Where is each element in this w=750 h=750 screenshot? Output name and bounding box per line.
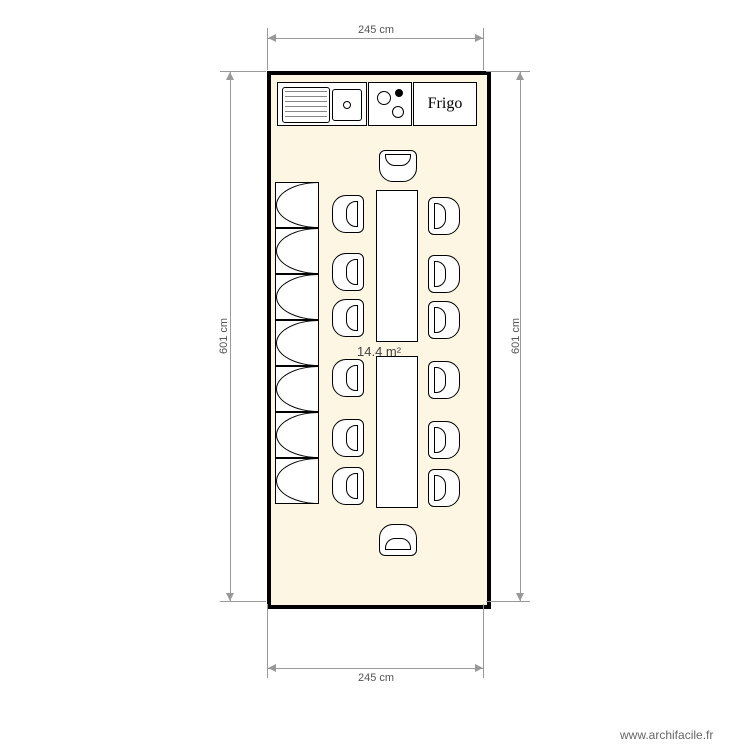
floorplan-canvas: 245 cm 245 cm 601 cm 601 cm [0, 0, 750, 750]
chair-bottom [378, 518, 416, 556]
dim-top-arrow-l [268, 34, 276, 42]
chair-top [378, 148, 416, 186]
chair-right-5 [428, 420, 466, 458]
dim-left-label: 601 cm [218, 318, 230, 354]
dim-bottom-arrow-l [268, 664, 276, 672]
frigo-label: Frigo [428, 95, 463, 113]
cabinet-5 [275, 366, 319, 412]
dim-bottom-label: 245 cm [358, 672, 394, 684]
chair-left-6 [326, 468, 364, 506]
dim-left-arrow-t [226, 72, 234, 80]
dim-right-tick-b [486, 601, 530, 602]
cabinet-2 [275, 228, 319, 274]
dim-left-arrow-b [226, 593, 234, 601]
cabinet-7 [275, 458, 319, 504]
dim-bottom-line [267, 668, 483, 669]
chair-left-2 [326, 254, 364, 292]
dim-top-label: 245 cm [358, 24, 394, 36]
chair-left-5 [326, 420, 364, 458]
dim-bottom-arrow-r [475, 664, 483, 672]
dim-top-arrow-r [475, 34, 483, 42]
chair-left-3 [326, 300, 364, 338]
dim-bottom-tick-r [483, 604, 484, 678]
dim-right-arrow-b [516, 593, 524, 601]
table-2 [376, 356, 418, 508]
dim-left-line [230, 71, 231, 601]
area-label: 14.4 m² [357, 344, 401, 359]
chair-left-1 [326, 196, 364, 234]
sink [277, 82, 367, 126]
cabinet-1 [275, 182, 319, 228]
dim-top-tick-r [483, 28, 484, 70]
stove-burner-2 [392, 106, 404, 118]
chair-right-2 [428, 254, 466, 292]
cabinet-4 [275, 320, 319, 366]
sink-basin [332, 89, 362, 121]
dim-top-line [267, 38, 483, 39]
chair-right-6 [428, 468, 466, 506]
stove [368, 82, 412, 126]
cabinet-3 [275, 274, 319, 320]
chair-right-4 [428, 360, 466, 398]
chair-left-4 [326, 360, 364, 398]
chair-right-1 [428, 196, 466, 234]
watermark: www.archifacile.fr [620, 728, 713, 742]
dim-right-arrow-t [516, 72, 524, 80]
cabinet-1-arc-bot [276, 205, 319, 228]
frigo: Frigo [413, 82, 477, 126]
chair-right-3 [428, 300, 466, 338]
table-1 [376, 190, 418, 342]
dim-right-label: 601 cm [510, 318, 522, 354]
cabinet-6 [275, 412, 319, 458]
stove-burner-1 [377, 91, 391, 105]
cabinet-1-arc-top [276, 182, 319, 205]
dim-left-tick-b [220, 601, 266, 602]
